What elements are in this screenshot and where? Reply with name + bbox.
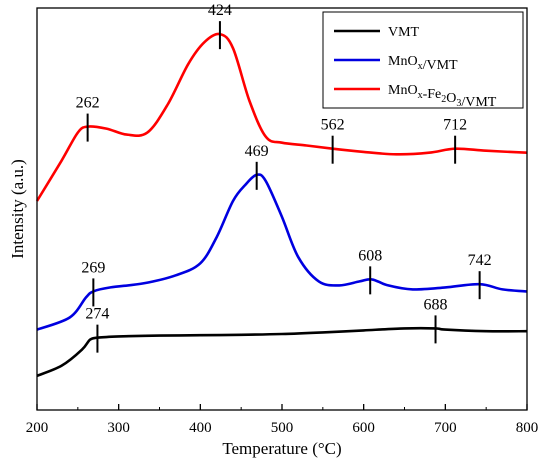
x-tick-label: 400 [189, 420, 212, 436]
peak-markers: 274 688 269 469 608 742 262 424 562 712 [76, 2, 492, 353]
peak-label: 688 [424, 296, 448, 313]
peak-label: 608 [358, 247, 382, 264]
x-tick-label: 600 [352, 420, 375, 436]
x-tick-label: 800 [516, 420, 539, 436]
peak-label: 269 [81, 259, 105, 276]
x-tick-label: 200 [26, 420, 49, 436]
y-axis-title: Intensity (a.u.) [8, 159, 27, 259]
series-line-1 [36, 173, 528, 331]
peak-label: 562 [321, 117, 345, 134]
legend-label: MnOx/VMT [388, 54, 458, 73]
series-line-2 [35, 32, 528, 202]
peak-label: 262 [76, 95, 100, 112]
x-tick-label: 500 [271, 420, 294, 436]
peak-label: 274 [85, 306, 109, 323]
peak-label: 424 [208, 2, 232, 19]
legend-label: VMT [388, 25, 420, 40]
series-lines [35, 32, 528, 378]
legend: VMT MnOx/VMT MnOx-Fe2O3/VMT [322, 11, 524, 110]
peak-label: 712 [443, 117, 467, 134]
x-axis-title: Temperature (°C) [222, 439, 341, 458]
series-line-0 [36, 326, 528, 378]
x-tick-label: 700 [434, 420, 457, 436]
x-axis-ticks: 200 300 400 500 600 700 800 [26, 404, 539, 436]
peak-label: 742 [468, 252, 492, 269]
x-tick-label: 300 [107, 420, 130, 436]
legend-label: MnOx-Fe2O3/VMT [388, 83, 497, 110]
peak-label: 469 [245, 143, 269, 160]
